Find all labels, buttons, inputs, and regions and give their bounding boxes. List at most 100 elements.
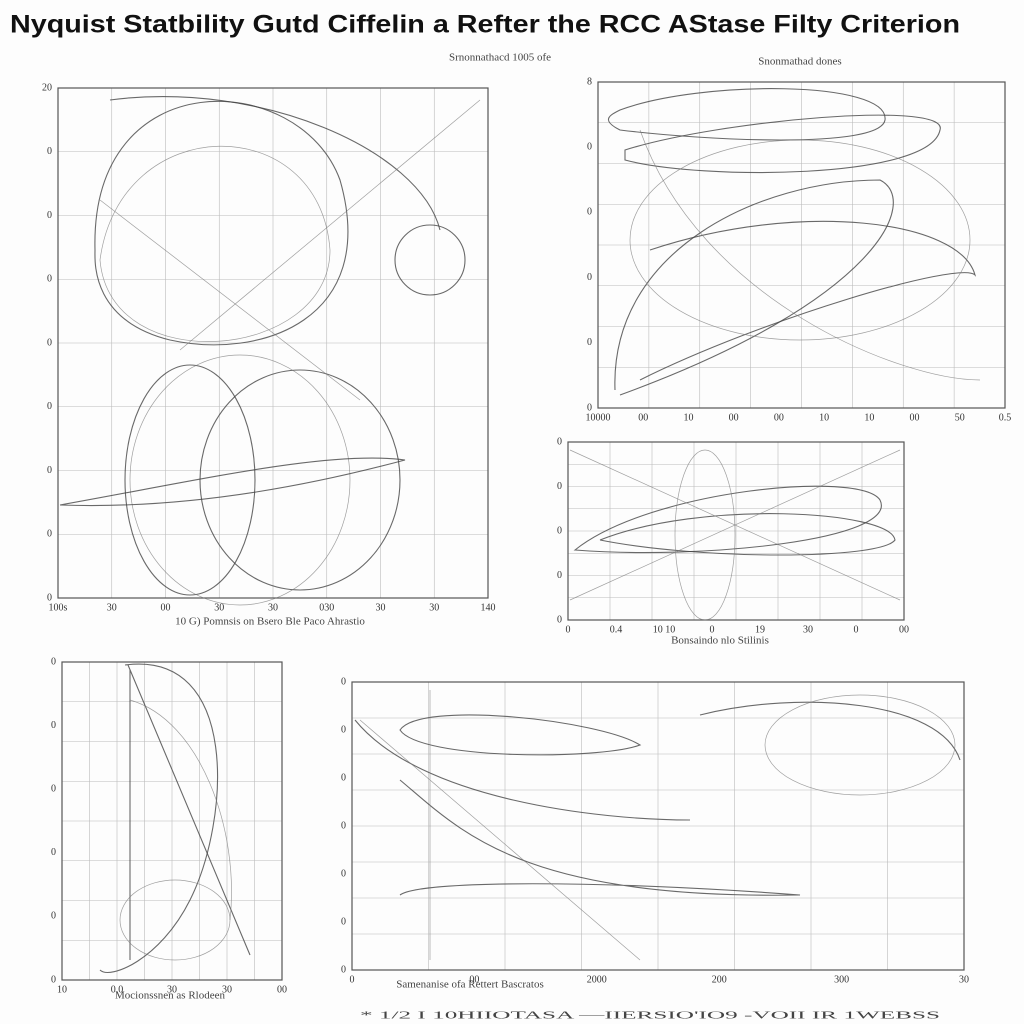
- curve: [109, 96, 441, 231]
- curve: [569, 449, 901, 601]
- x-tick-label: 30: [803, 624, 813, 635]
- x-tick-label: 00: [161, 602, 171, 613]
- y-tick-label: 0: [587, 402, 592, 413]
- x-tick-label: 00: [774, 412, 784, 423]
- curve: [639, 129, 981, 381]
- panel-caption: Samenanise ofa Rettert Bascratos: [396, 979, 544, 991]
- x-tick-label: 10 10: [653, 624, 676, 635]
- x-tick-label: 200: [712, 974, 727, 985]
- x-tick-label: 030: [319, 602, 334, 613]
- y-tick-label: 0: [341, 916, 346, 927]
- curve: [129, 699, 232, 921]
- panel-caption: 10 G) Pomnsis on Bsero Ble Paco Ahrastio: [175, 616, 365, 628]
- curve: [399, 714, 642, 756]
- panel-frame: [351, 681, 965, 971]
- x-tick-label: 30: [167, 984, 177, 995]
- x-tick-label: 0.5: [999, 412, 1012, 423]
- panel-caption: Snonmathad dones: [758, 56, 841, 68]
- curve: [608, 88, 886, 141]
- y-tick-label: 0: [47, 401, 52, 412]
- x-tick-label: 30: [429, 602, 439, 613]
- y-tick-label: 0: [47, 337, 52, 348]
- panel-frame: [567, 441, 905, 621]
- y-tick-label: 0: [51, 720, 56, 731]
- x-tick-label: 30: [214, 602, 224, 613]
- x-tick-label: 30: [376, 602, 386, 613]
- curve: [99, 199, 361, 401]
- curve: [764, 694, 956, 796]
- y-tick-label: 0: [51, 974, 56, 985]
- y-tick-label: 0: [587, 207, 592, 218]
- x-tick-label: 30: [222, 984, 232, 995]
- x-tick-label: 30: [959, 974, 969, 985]
- x-tick-label: 0: [350, 974, 355, 985]
- title: Nyquist Statbility Gutd Ciffelin a Refte…: [10, 11, 960, 39]
- panel-frame: [57, 87, 489, 599]
- x-tick-label: 0: [710, 624, 715, 635]
- curve: [127, 664, 251, 960]
- y-tick-label: 0: [557, 481, 562, 492]
- x-tick-label: 00: [729, 412, 739, 423]
- x-tick-label: 00: [469, 974, 479, 985]
- y-tick-label: 0: [341, 724, 346, 735]
- x-tick-label: 10: [819, 412, 829, 423]
- x-tick-label: 50: [955, 412, 965, 423]
- curve: [99, 145, 331, 342]
- x-tick-label: 30: [107, 602, 117, 613]
- y-tick-label: 0: [341, 820, 346, 831]
- x-tick-label: 300: [834, 974, 849, 985]
- y-tick-label: 0: [557, 614, 562, 625]
- y-tick-label: 0: [47, 210, 52, 221]
- curve: [394, 224, 466, 296]
- y-tick-label: 0: [51, 783, 56, 794]
- curve: [639, 220, 977, 381]
- y-tick-label: 0: [557, 570, 562, 581]
- x-tick-label: 140: [481, 602, 496, 613]
- y-tick-label: 0: [341, 676, 346, 687]
- x-tick-label: 00: [910, 412, 920, 423]
- y-tick-label: 0: [51, 911, 56, 922]
- curve: [624, 114, 941, 174]
- x-tick-label: 00: [277, 984, 287, 995]
- curve: [399, 779, 801, 896]
- curve: [629, 139, 971, 341]
- x-tick-label: 10: [864, 412, 874, 423]
- curve: [129, 354, 351, 606]
- y-tick-label: 0: [587, 337, 592, 348]
- y-tick-label: 0: [587, 272, 592, 283]
- y-tick-label: 0: [51, 656, 56, 667]
- y-tick-label: 0: [557, 436, 562, 447]
- curve: [573, 485, 882, 554]
- subtitle: Srnonnathacd 1005 ofe: [449, 52, 551, 64]
- curve: [359, 690, 641, 961]
- curve: [354, 719, 691, 821]
- curve: [179, 99, 481, 351]
- panel-frame: [597, 81, 1006, 409]
- x-tick-label: 0.0: [111, 984, 124, 995]
- y-tick-label: 0: [341, 868, 346, 879]
- curve: [599, 513, 896, 556]
- curve: [94, 100, 349, 346]
- curve: [59, 457, 406, 507]
- y-tick-label: 0: [341, 964, 346, 975]
- x-tick-label: 00: [638, 412, 648, 423]
- x-tick-label: 2000: [587, 974, 607, 985]
- y-tick-label: 0: [557, 525, 562, 536]
- panel-caption: Bonsaindo nlo Stilinis: [671, 635, 769, 647]
- curve: [199, 369, 401, 591]
- curve: [124, 364, 256, 596]
- x-tick-label: 0: [854, 624, 859, 635]
- y-tick-label: 0: [587, 141, 592, 152]
- y-tick-label: 0: [47, 592, 52, 603]
- x-tick-label: 30: [268, 602, 278, 613]
- panel-frame: [61, 661, 283, 981]
- y-tick-label: 0: [51, 847, 56, 858]
- y-tick-label: 0: [47, 529, 52, 540]
- y-tick-label: 0: [47, 146, 52, 157]
- x-tick-label: 00: [899, 624, 909, 635]
- x-tick-label: 100s: [49, 602, 68, 613]
- curve: [614, 179, 894, 396]
- curve: [99, 663, 219, 973]
- y-tick-label: 20: [42, 82, 52, 93]
